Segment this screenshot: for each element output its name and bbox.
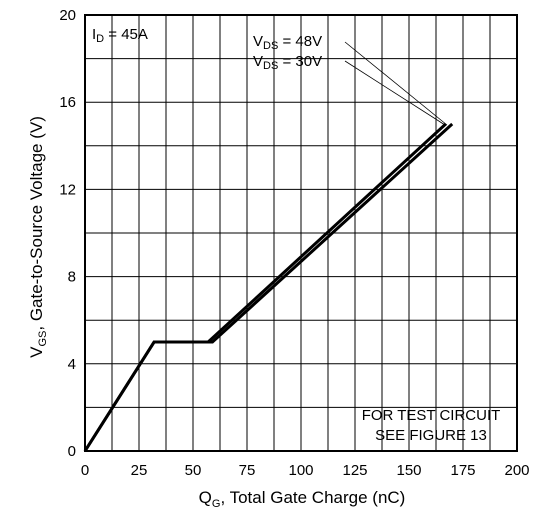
- y-tick-label: 4: [68, 356, 76, 373]
- x-tick-label: 0: [81, 462, 89, 479]
- x-tick-label: 200: [504, 462, 529, 479]
- y-tick-label: 8: [68, 269, 76, 286]
- vds-48-leader-line: [344, 41, 448, 126]
- x-tick-label: 125: [342, 462, 367, 479]
- x-tick-label: 75: [239, 462, 256, 479]
- grid: [85, 15, 517, 451]
- x-axis-title: QG, Total Gate Charge (nC): [199, 488, 406, 510]
- x-tick-label: 50: [185, 462, 202, 479]
- vds-30-label: VDS = 30V: [253, 53, 322, 72]
- x-tick-label: 150: [396, 462, 421, 479]
- y-tick-label: 20: [59, 7, 76, 24]
- plot-frame: [84, 14, 518, 452]
- x-tick-label: 175: [450, 462, 475, 479]
- y-axis-title: VGS, Gate-to-Source Voltage (V): [27, 116, 49, 358]
- vds-48-label: VDS = 48V: [253, 33, 322, 52]
- y-tick-label: 16: [59, 94, 76, 111]
- vds-30-leader-line: [344, 60, 446, 126]
- test-circuit-note-line2: SEE FIGURE 13: [375, 427, 487, 444]
- y-tick-label: 0: [68, 443, 76, 460]
- series-lines: [83, 122, 454, 452]
- x-tick-label: 25: [131, 462, 148, 479]
- series-line-2: [83, 122, 454, 452]
- test-circuit-note-line1: FOR TEST CIRCUIT: [362, 407, 501, 424]
- condition-label: ID = 45A: [92, 26, 148, 45]
- x-tick-labels: 0 25 50 75 100 125 150 175 200: [81, 462, 530, 479]
- x-tick-label: 100: [288, 462, 313, 479]
- y-tick-label: 12: [59, 181, 76, 198]
- y-tick-labels: 0 4 8 12 16 20: [59, 7, 76, 460]
